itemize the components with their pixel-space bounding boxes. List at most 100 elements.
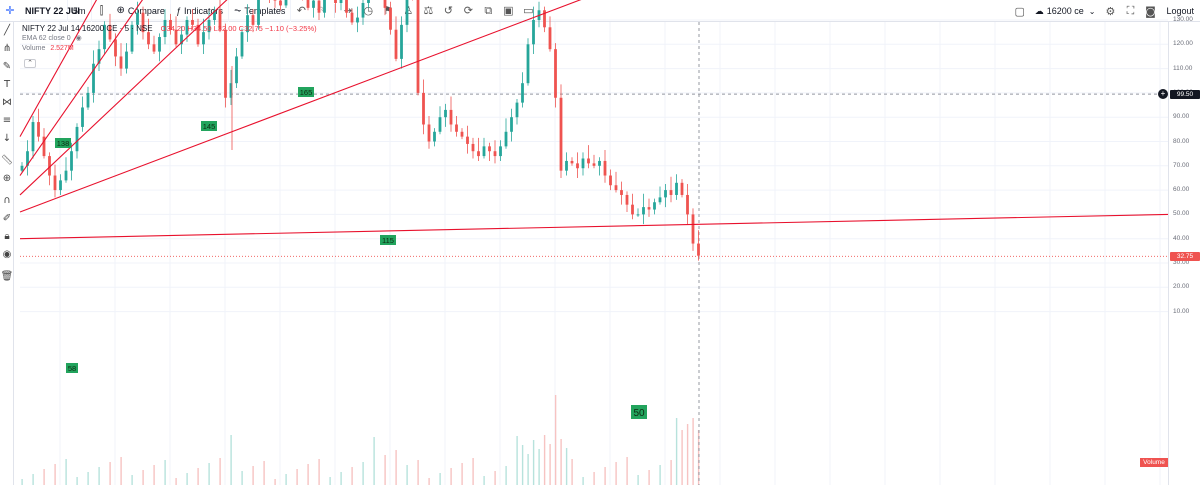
indicators-button[interactable]: ƒ Indicators <box>171 0 229 22</box>
image-icon[interactable]: ▣ <box>503 4 514 17</box>
volume-bar <box>87 472 89 485</box>
candle-body <box>482 146 486 157</box>
volume-bar <box>54 464 56 485</box>
annotation-label-box <box>298 87 314 97</box>
popout-icon[interactable]: ⧉ <box>484 3 493 17</box>
arrow-down-icon[interactable]: ↓ <box>2 133 12 144</box>
long-position-icon[interactable]: ≡ <box>2 115 12 126</box>
candle-body <box>81 107 84 127</box>
volume-bar <box>626 457 628 485</box>
candle-body <box>636 214 640 216</box>
axis-tick-label: 20.00 <box>1173 283 1190 291</box>
candle-style-icon[interactable]: ⫿ <box>99 3 104 17</box>
volume-bar <box>98 467 100 485</box>
candle-body <box>565 160 568 171</box>
candle-body <box>422 92 425 125</box>
rotate-icon[interactable]: ↺ <box>443 4 453 17</box>
compare-button[interactable]: ⊕ Compare <box>112 0 171 22</box>
legend-ohlc: O34.20 H34.50 L32.00 C32.75 −1.10 (−3.25… <box>160 24 317 33</box>
candle-body <box>686 194 689 215</box>
candle-body <box>92 63 95 93</box>
volume-bar <box>521 445 524 485</box>
compare-label: Compare <box>127 5 165 16</box>
square-icon[interactable]: ▢ <box>1014 4 1025 18</box>
candle-body <box>488 146 491 152</box>
volume-bar <box>659 465 661 485</box>
gear-icon[interactable]: ⚙ <box>1105 4 1116 18</box>
volume-bar <box>21 479 23 485</box>
candle-body <box>174 29 178 45</box>
price-chart[interactable]: 138 145 165 115 58 50 <box>0 0 1168 485</box>
export-icon[interactable]: ⇥ <box>343 4 353 17</box>
candle-body <box>64 170 68 181</box>
annotation-label: 138 <box>57 139 70 148</box>
pencil-lock-icon[interactable]: ✐ <box>2 213 12 224</box>
clock-icon[interactable]: ◷ <box>363 4 374 17</box>
volume-bar <box>175 478 177 485</box>
volume-bar <box>461 463 463 485</box>
crosshair-icon[interactable]: ✛ <box>5 4 15 17</box>
volume-bar <box>494 471 496 485</box>
annotation-label: 50 <box>633 408 645 419</box>
legend-volume-label: Volume <box>22 45 46 52</box>
text-icon[interactable]: T <box>3 79 11 90</box>
zoom-icon[interactable]: ⊕ <box>2 173 12 184</box>
monitor-icon[interactable]: ▭ <box>523 4 534 17</box>
templates-button[interactable]: ⏦ Templates <box>229 0 292 22</box>
volume-bar <box>373 437 375 485</box>
candle-body <box>642 207 645 215</box>
volume-bar <box>208 463 210 485</box>
strike-selector[interactable]: ☁ 16200 ce ⌄ <box>1030 0 1101 22</box>
candle-body <box>42 136 46 157</box>
volume-bar <box>527 454 529 485</box>
camera-icon[interactable]: ◙ <box>1145 4 1156 18</box>
candle-body <box>130 24 134 52</box>
volume-bar <box>549 444 551 485</box>
candle-body <box>169 20 172 30</box>
magnet-icon[interactable]: ∩ <box>3 195 11 206</box>
collapse-legend-button[interactable]: ⌃ <box>24 59 36 68</box>
top-toolbar: ✛ NIFTY 22 JUI 5m ⫿ ⊕ Compare ƒ Indicato… <box>0 0 1200 22</box>
candle-body <box>246 15 249 33</box>
add-alert-icon[interactable]: + <box>1158 89 1168 100</box>
candle-body <box>251 15 255 25</box>
candle-body <box>345 0 348 13</box>
volume-bar <box>395 450 397 485</box>
eye-icon[interactable]: ◉ <box>2 249 12 260</box>
legend-ema: EMA 62 close 0 <box>22 35 71 42</box>
volume-bar <box>560 439 562 485</box>
volume-bar <box>692 418 694 485</box>
candle-body <box>532 20 535 45</box>
price-axis[interactable]: 190.00180.00170.00160.00150.00140.00130.… <box>1168 16 1200 485</box>
volume-bar <box>571 459 573 485</box>
candle-body <box>625 194 629 205</box>
undo-icon[interactable]: ↶ <box>296 4 306 17</box>
eye-icon[interactable]: ◉ <box>75 35 82 42</box>
volume-bar <box>565 448 568 485</box>
scale-icon[interactable]: ⚖ <box>423 4 434 17</box>
fullscreen-icon[interactable]: ⛶ <box>1126 4 1135 17</box>
volume-bar <box>543 435 546 485</box>
candle-body <box>279 0 282 6</box>
logout-button[interactable]: Logout <box>1166 6 1194 16</box>
candle-body <box>158 37 161 52</box>
ruler-icon[interactable]: 📏︎ <box>0 155 14 166</box>
candle-body <box>317 0 321 13</box>
lock-icon[interactable]: 🔒︎ <box>4 231 10 242</box>
pattern-icon[interactable]: ⋈ <box>2 97 12 108</box>
trendline-icon[interactable]: ╱ <box>3 25 11 36</box>
symbol-search[interactable]: NIFTY 22 JUI <box>20 0 80 22</box>
brush-icon[interactable]: ✎ <box>2 61 12 72</box>
volume-bar <box>340 472 342 485</box>
trash-icon[interactable]: 🗑︎ <box>0 271 14 282</box>
templates-icon: ⏦ <box>233 5 242 15</box>
redo-icon[interactable]: ↷ <box>316 4 326 17</box>
axis-tick-label: 10.00 <box>1173 307 1190 315</box>
pitchfork-icon[interactable]: ⋔ <box>2 43 12 54</box>
replay-icon[interactable]: ⚑ <box>383 4 394 17</box>
candle-body <box>510 117 513 132</box>
candle-body <box>356 17 359 23</box>
refresh-icon[interactable]: ⟳ <box>463 4 473 17</box>
candle-body <box>620 190 623 195</box>
candle-body <box>163 20 167 38</box>
